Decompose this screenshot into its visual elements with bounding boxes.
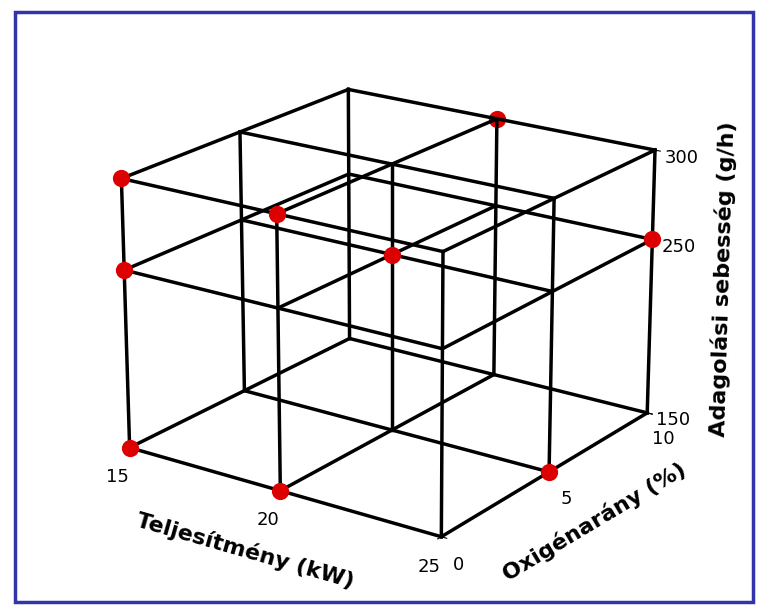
- X-axis label: Teljesítmény (kW): Teljesítmény (kW): [134, 509, 357, 592]
- Y-axis label: Oxigénarány (%): Oxigénarány (%): [499, 459, 690, 585]
